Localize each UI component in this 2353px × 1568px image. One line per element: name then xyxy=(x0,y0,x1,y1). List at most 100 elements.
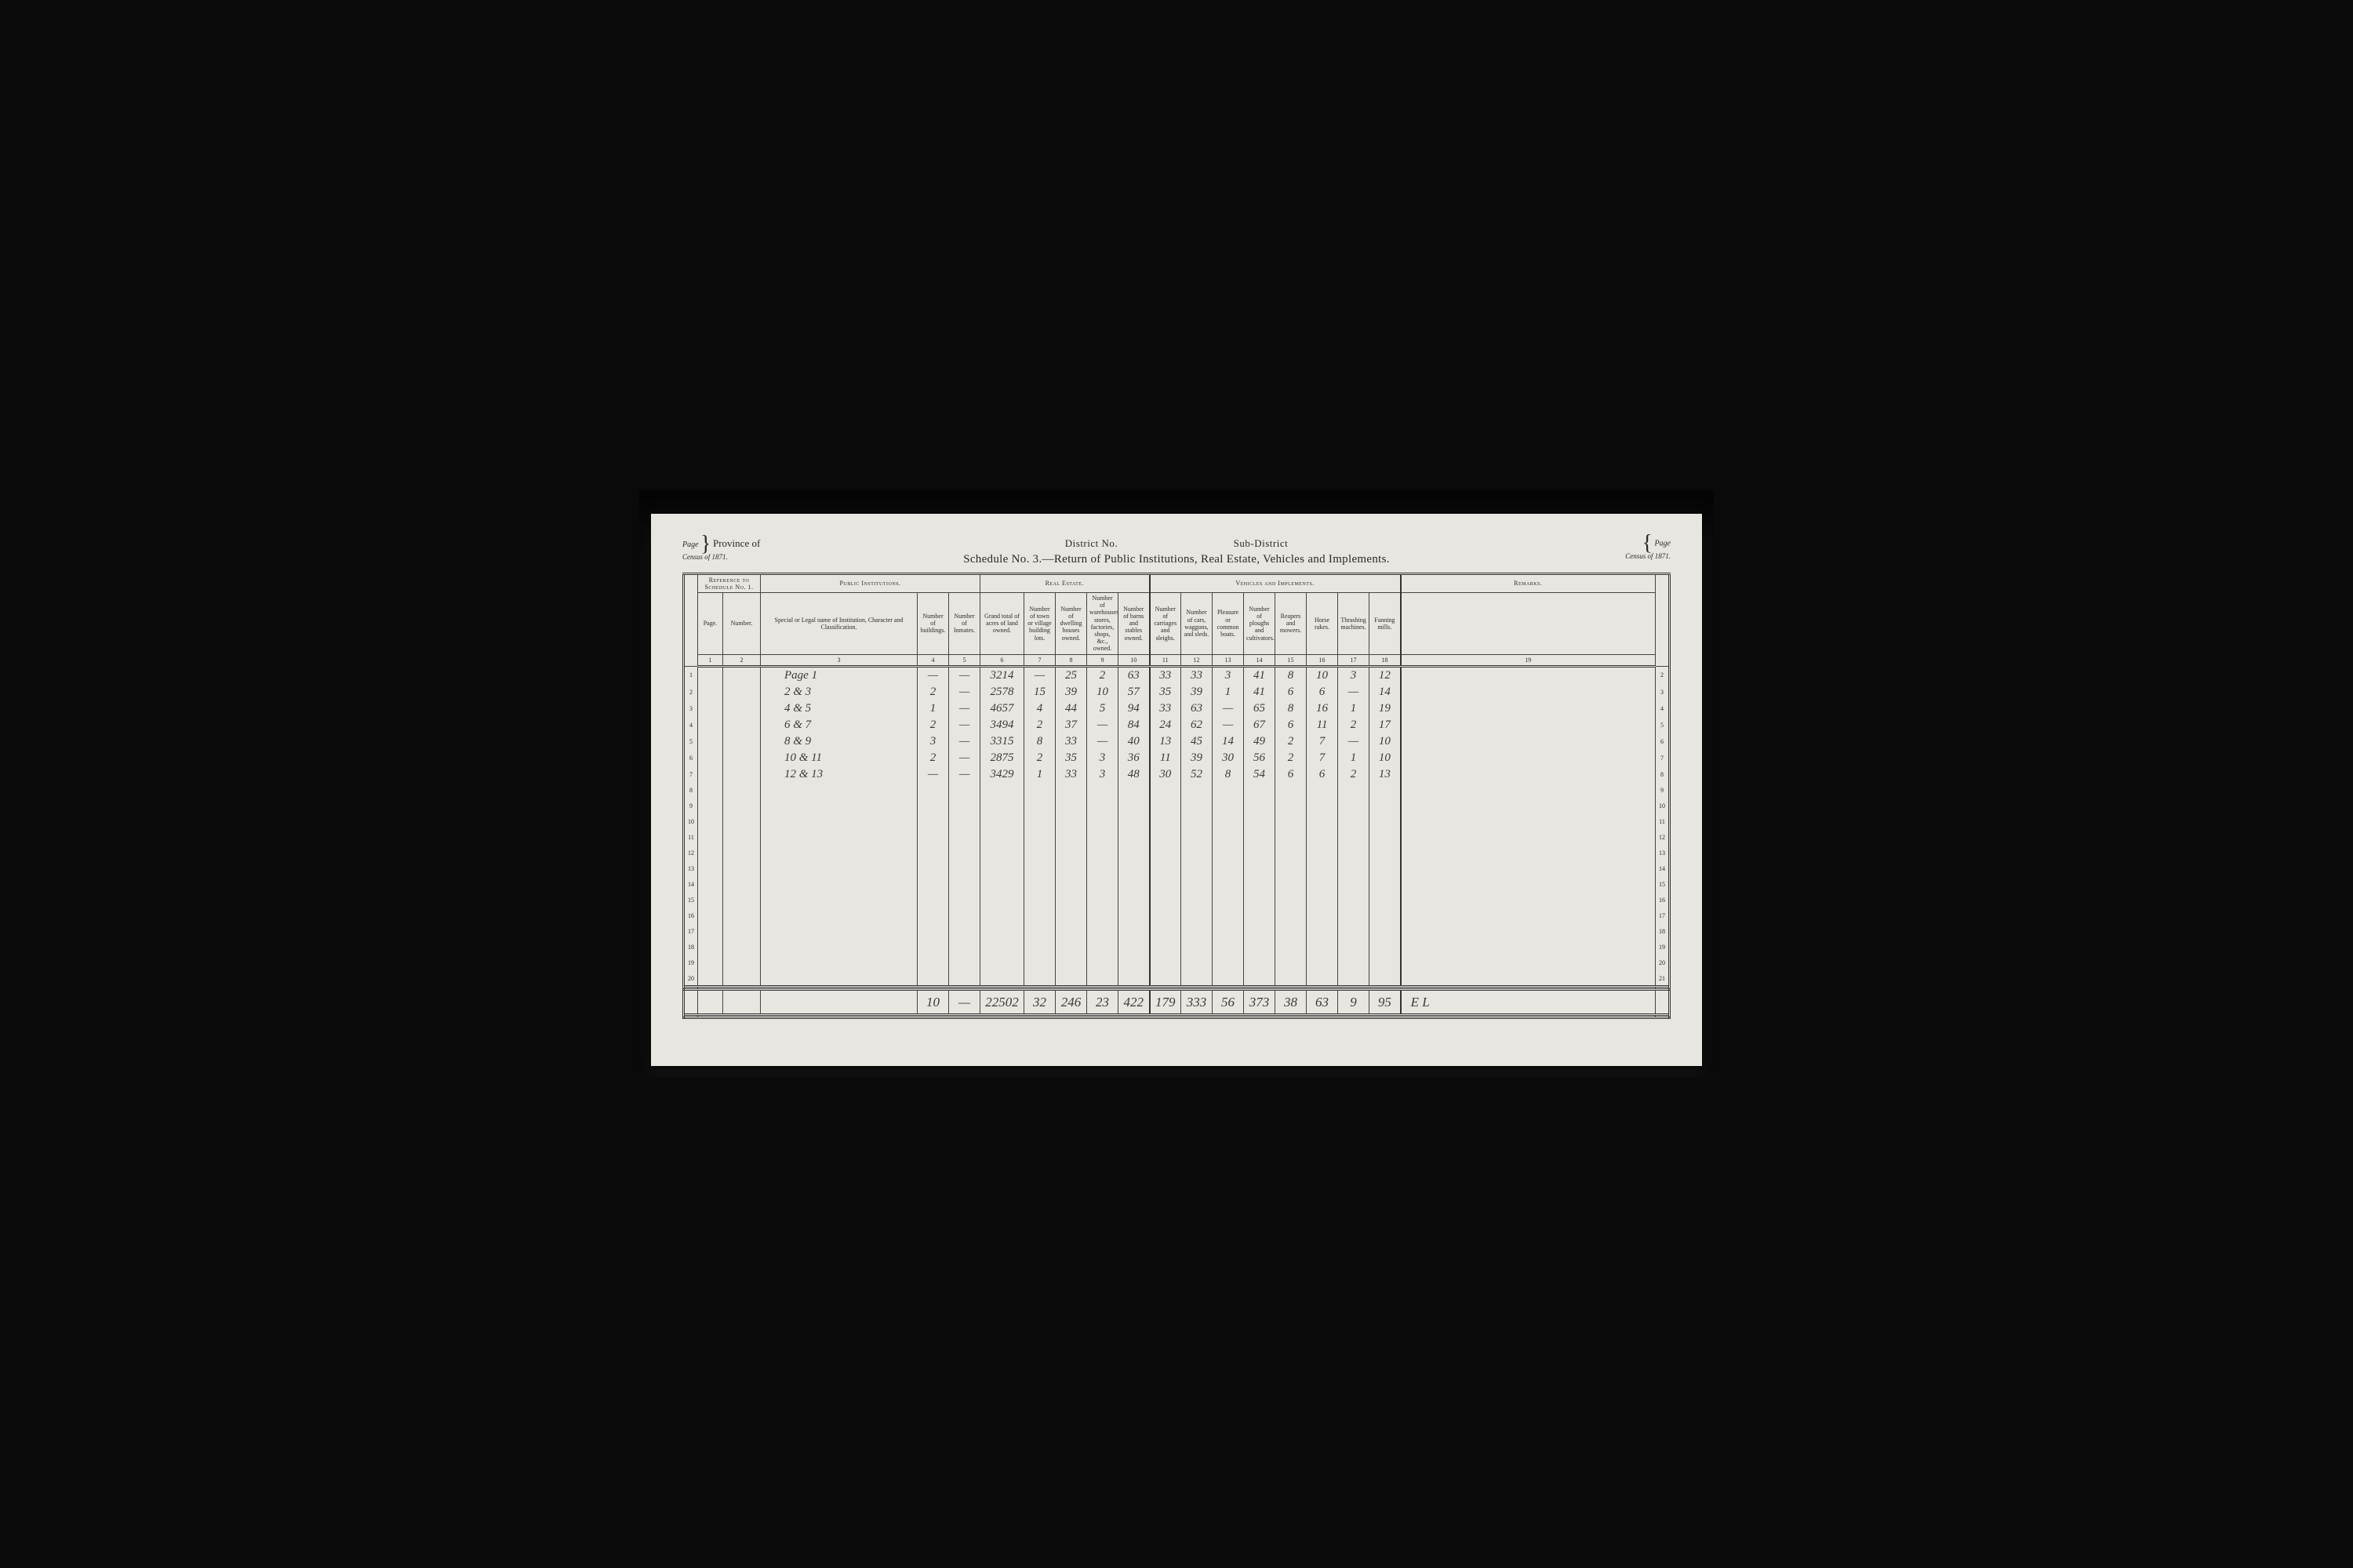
cell-c8 xyxy=(1056,830,1087,846)
cell-c9 xyxy=(1087,814,1118,830)
cell-c13 xyxy=(1213,877,1244,893)
cell-remarks xyxy=(1401,846,1656,861)
row-number-right: 14 xyxy=(1656,861,1670,877)
cell-c14: 49 xyxy=(1244,733,1275,750)
cell-c16 xyxy=(1307,814,1338,830)
cell-c5 xyxy=(949,861,980,877)
col-9: Number of warehouses, stores, factories,… xyxy=(1087,593,1118,655)
cn-18: 18 xyxy=(1369,654,1401,666)
total-c15: 38 xyxy=(1275,990,1307,1015)
cell-c9: 3 xyxy=(1087,766,1118,783)
cell-c18 xyxy=(1369,783,1401,799)
table-head: Reference to Schedule No. 1. Public Inst… xyxy=(684,575,1670,667)
row-number-right: 6 xyxy=(1656,733,1670,750)
cell-c17: 2 xyxy=(1338,717,1369,733)
cell-c14: 41 xyxy=(1244,666,1275,684)
cell-c4 xyxy=(918,877,949,893)
cell-c4 xyxy=(918,940,949,955)
col-4: Number of buildings. xyxy=(918,593,949,655)
cell-remarks xyxy=(1401,733,1656,750)
cell-c4 xyxy=(918,830,949,846)
cell-page xyxy=(698,830,723,846)
cell-number xyxy=(723,700,761,717)
row-number-left: 8 xyxy=(684,783,698,799)
cell-c18 xyxy=(1369,846,1401,861)
cell-c16 xyxy=(1307,940,1338,955)
cell-number xyxy=(723,666,761,684)
cell-c9 xyxy=(1087,971,1118,987)
cell-c9 xyxy=(1087,830,1118,846)
cell-c10 xyxy=(1118,830,1150,846)
cell-c7 xyxy=(1024,814,1056,830)
table-row: 1617 xyxy=(684,908,1670,924)
page-label: Page xyxy=(682,540,699,549)
col-16: Horse rakes. xyxy=(1307,593,1338,655)
table-row: 58 & 93—3315833—401345144927—106 xyxy=(684,733,1670,750)
cell-page xyxy=(698,814,723,830)
cell-c4 xyxy=(918,955,949,971)
cell-description xyxy=(761,893,918,908)
cell-c11: 11 xyxy=(1150,750,1181,766)
cell-page xyxy=(698,799,723,814)
cell-c7: 2 xyxy=(1024,750,1056,766)
cell-description xyxy=(761,861,918,877)
cell-remarks xyxy=(1401,908,1656,924)
census-page: Page } Province of Census of 1871. Distr… xyxy=(651,514,1702,1067)
cell-c4: 2 xyxy=(918,684,949,700)
district-label: District No. xyxy=(1065,537,1118,549)
cell-c12 xyxy=(1181,955,1213,971)
cell-c15 xyxy=(1275,861,1307,877)
cell-c12 xyxy=(1181,814,1213,830)
cell-c6: 3429 xyxy=(980,766,1024,783)
cell-c15 xyxy=(1275,955,1307,971)
cell-c4 xyxy=(918,924,949,940)
cell-c6 xyxy=(980,846,1024,861)
grp-vehicles: Vehicles and Implements. xyxy=(1150,575,1401,593)
cell-c9 xyxy=(1087,908,1118,924)
header-left: Page } Province of Census of 1871. xyxy=(682,537,792,561)
cn-16: 16 xyxy=(1307,654,1338,666)
cell-remarks xyxy=(1401,830,1656,846)
cell-c10: 63 xyxy=(1118,666,1150,684)
cell-c16: 7 xyxy=(1307,733,1338,750)
cell-page xyxy=(698,861,723,877)
cell-c9 xyxy=(1087,940,1118,955)
table-row: 1314 xyxy=(684,861,1670,877)
cell-c9: 5 xyxy=(1087,700,1118,717)
cell-c8 xyxy=(1056,893,1087,908)
cell-description xyxy=(761,814,918,830)
cell-c7 xyxy=(1024,940,1056,955)
grp-real-estate: Real Estate. xyxy=(980,575,1150,593)
cell-c16 xyxy=(1307,830,1338,846)
col-15: Reapers and mowers. xyxy=(1275,593,1307,655)
cell-c10 xyxy=(1118,814,1150,830)
cell-description: 8 & 9 xyxy=(761,733,918,750)
cell-number xyxy=(723,893,761,908)
cell-description xyxy=(761,783,918,799)
cell-c4 xyxy=(918,783,949,799)
cell-description xyxy=(761,971,918,987)
cell-c16 xyxy=(1307,783,1338,799)
cell-c8 xyxy=(1056,908,1087,924)
cn-14: 14 xyxy=(1244,654,1275,666)
cell-c14 xyxy=(1244,893,1275,908)
cell-c5 xyxy=(949,908,980,924)
cell-c10: 36 xyxy=(1118,750,1150,766)
cell-c13 xyxy=(1213,783,1244,799)
cell-c10 xyxy=(1118,846,1150,861)
cell-c15: 6 xyxy=(1275,717,1307,733)
cell-c16 xyxy=(1307,846,1338,861)
cell-c12 xyxy=(1181,799,1213,814)
cell-c4 xyxy=(918,861,949,877)
cell-c17: 1 xyxy=(1338,750,1369,766)
cell-c8: 39 xyxy=(1056,684,1087,700)
cell-c4: 2 xyxy=(918,750,949,766)
cell-c8 xyxy=(1056,861,1087,877)
cell-c18: 14 xyxy=(1369,684,1401,700)
cn-3: 3 xyxy=(761,654,918,666)
cell-c18 xyxy=(1369,877,1401,893)
province-label: Province of xyxy=(713,537,760,549)
cell-c6 xyxy=(980,877,1024,893)
row-number-right: 21 xyxy=(1656,971,1670,987)
cell-c11 xyxy=(1150,924,1181,940)
